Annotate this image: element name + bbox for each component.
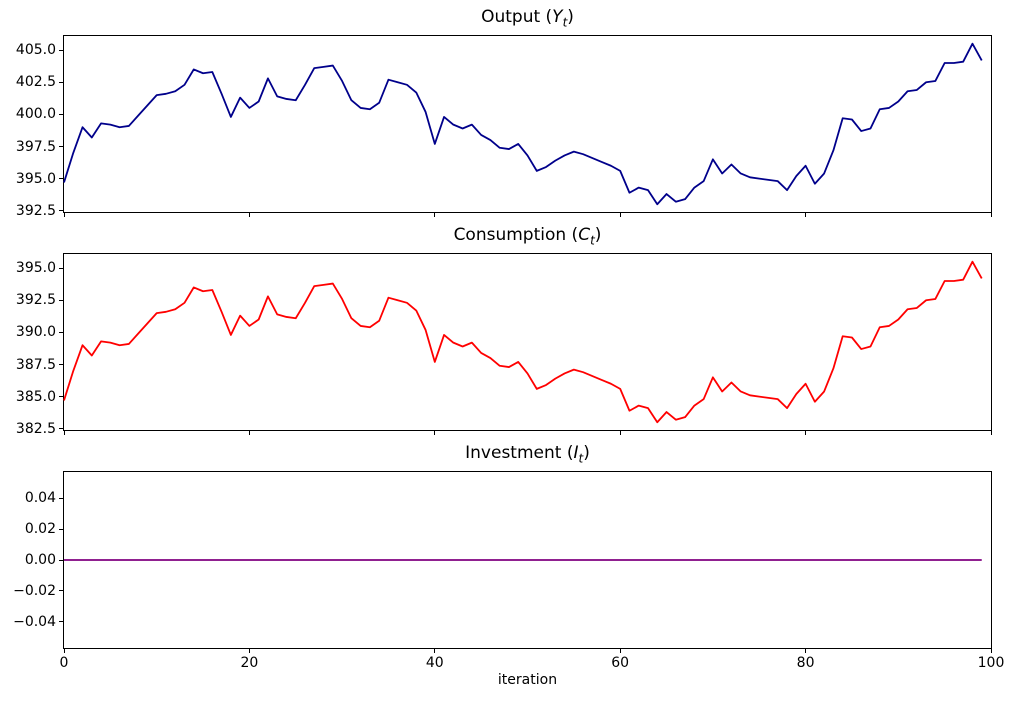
- y-tick-label: 392.5: [15, 202, 56, 219]
- y-tick-label: 392.5: [15, 292, 56, 309]
- y-tick-label: 405.0: [15, 42, 56, 59]
- y-tick-label: 0.02: [24, 521, 56, 538]
- x-tick-label: 80: [796, 655, 815, 671]
- chart-title-consumption: Consumption (Ct): [63, 225, 992, 248]
- x-tick-mark: [805, 649, 807, 653]
- y-tick-mark: [59, 590, 63, 592]
- plot-area-consumption: 382.5 385.0 387.5 390.0 392.5 395.0: [16, 253, 992, 437]
- output-series-line: [63, 42, 983, 206]
- x-tick-mark: [990, 649, 992, 653]
- chart-title-output: Output (Yt): [63, 7, 992, 30]
- y-tick-mark: [59, 146, 63, 147]
- y-tick-mark: [59, 210, 63, 212]
- y-tick-mark: [59, 528, 63, 530]
- y-tick-mark: [59, 559, 63, 561]
- y-tick-label: 390.0: [15, 324, 56, 341]
- y-tick-mark: [59, 81, 63, 83]
- y-tick-mark: [59, 267, 63, 269]
- title-text: Consumption (: [453, 225, 579, 245]
- x-tick-label: 0: [59, 655, 69, 671]
- y-tick-mark: [59, 428, 63, 430]
- x-tick-mark: [248, 431, 250, 435]
- x-tick-label: 40: [425, 655, 444, 671]
- y-tick-mark: [59, 497, 63, 499]
- title-text: ): [594, 225, 602, 245]
- y-tick-label: 387.5: [15, 356, 56, 373]
- y-tick-mark: [59, 113, 63, 115]
- x-tick-mark: [619, 431, 621, 435]
- x-tick-mark: [63, 649, 65, 653]
- x-tick-mark: [619, 213, 621, 217]
- x-tick-mark: [805, 213, 807, 217]
- y-tick-mark: [59, 178, 63, 180]
- title-text: ): [583, 443, 590, 463]
- x-tick-label: 100: [977, 655, 1005, 671]
- y-tick-label: 0.04: [24, 490, 56, 507]
- series-plot: [63, 42, 983, 206]
- x-tick-mark: [434, 213, 436, 217]
- y-tick-label: −0.04: [13, 613, 56, 630]
- x-tick-mark: [990, 431, 992, 435]
- y-tick-mark: [59, 331, 63, 333]
- plot-area-output: 392.5 395.0 397.5 400.0 402.5 405.0: [16, 35, 992, 219]
- y-tick-label: 382.5: [15, 420, 56, 437]
- y-tick-mark: [59, 49, 63, 51]
- x-tick-mark: [434, 649, 436, 653]
- x-tick-label: 60: [611, 655, 630, 671]
- series-plot: [63, 260, 983, 424]
- title-math-var: C: [578, 225, 591, 245]
- y-tick-mark: [59, 621, 63, 623]
- x-tick-mark: [63, 431, 65, 435]
- x-axis-label: iteration: [497, 672, 558, 688]
- y-tick-mark: [59, 396, 63, 398]
- x-tick-mark: [63, 213, 65, 217]
- x-tick-mark: [619, 649, 621, 653]
- y-tick-label: 402.5: [15, 74, 56, 91]
- consumption-series-line: [63, 260, 983, 424]
- x-tick-mark: [990, 213, 992, 217]
- title-text: Investment (: [465, 443, 574, 463]
- title-math-sub: t: [562, 15, 568, 30]
- chart-title-investment: Investment (It): [63, 443, 992, 466]
- title-math-var: Y: [552, 7, 563, 27]
- plot-area-investment: −0.04 −0.02 0.00 0.02 0.04 0 20 40 60 80 100: [13, 471, 1004, 671]
- series-plot: [64, 559, 982, 561]
- x-tick-mark: [434, 431, 436, 435]
- y-tick-label: 397.5: [15, 138, 56, 155]
- title-math-var: I: [573, 443, 579, 463]
- title-math-sub: t: [578, 451, 584, 466]
- x-tick-mark: [248, 213, 250, 217]
- x-tick-mark: [248, 649, 250, 653]
- y-tick-label: 0.00: [24, 552, 56, 568]
- y-tick-mark: [59, 299, 63, 301]
- y-tick-mark: [59, 364, 63, 365]
- y-tick-label: 400.0: [15, 106, 56, 123]
- title-text: Output (: [481, 7, 553, 27]
- y-tick-label: 395.0: [15, 260, 56, 277]
- x-tick-mark: [805, 431, 807, 435]
- title-text: ): [567, 7, 574, 27]
- x-tick-label: 20: [240, 655, 259, 671]
- y-tick-label: 385.0: [15, 388, 56, 405]
- title-math-sub: t: [590, 233, 595, 248]
- y-tick-label: −0.02: [13, 582, 56, 599]
- y-tick-label: 395.0: [15, 170, 56, 187]
